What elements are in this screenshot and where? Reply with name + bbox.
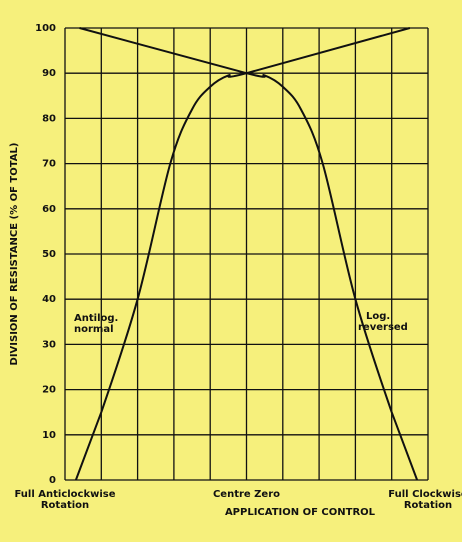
curve xyxy=(79,27,419,481)
curve-label-line: Antilog. xyxy=(74,313,118,324)
curve-label-line: Log. xyxy=(366,311,390,322)
x-position-line: Rotation xyxy=(404,500,452,511)
x-position-line: Full Anticlockwise xyxy=(14,489,115,500)
y-tick-label: 40 xyxy=(42,294,56,305)
x-position-text: Full Clockwise Rotation xyxy=(388,489,462,511)
y-tick-label: 50 xyxy=(42,249,56,260)
x-position-line: Rotation xyxy=(41,500,89,511)
x-position-label: Full Anticlockwise Rotation xyxy=(14,489,115,511)
y-tick-label: 70 xyxy=(42,159,56,170)
x-position-text: Full Anticlockwise Rotation xyxy=(14,489,115,511)
curve-label: Log. reversed xyxy=(358,311,408,333)
curve-label-line: normal xyxy=(74,324,114,335)
y-tick-label: 60 xyxy=(42,204,56,215)
curve-label-line: reversed xyxy=(358,322,408,333)
y-tick-label: 10 xyxy=(42,430,56,441)
x-position-label: Centre Zero xyxy=(213,489,280,500)
y-tick-label: 30 xyxy=(42,339,56,350)
x-position-label: Full Clockwise Rotation xyxy=(388,489,462,511)
x-axis-label: APPLICATION OF CONTROL xyxy=(225,507,376,518)
x-position-line: Centre Zero xyxy=(213,489,280,500)
y-tick-label: 20 xyxy=(42,385,56,396)
x-position-text: Centre Zero xyxy=(213,489,280,500)
y-tick-label: 80 xyxy=(42,113,56,124)
y-tick-label: 0 xyxy=(49,475,56,486)
y-tick-label: 90 xyxy=(42,68,56,79)
curve-label: Antilog. normal xyxy=(74,313,118,335)
y-tick-label: 100 xyxy=(35,23,56,34)
x-position-line: Full Clockwise xyxy=(388,489,462,500)
y-axis-label: DIVISION OF RESISTANCE (% OF TOTAL) xyxy=(9,143,20,366)
